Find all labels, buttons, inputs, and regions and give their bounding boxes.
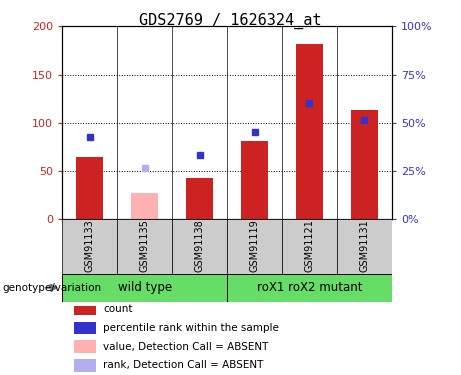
Bar [74,340,95,353]
Text: roX1 roX2 mutant: roX1 roX2 mutant [257,281,362,294]
Text: rank, Detection Call = ABSENT: rank, Detection Call = ABSENT [103,360,264,370]
Text: GDS2769 / 1626324_at: GDS2769 / 1626324_at [139,13,322,29]
Text: count: count [103,304,133,314]
Bar [282,219,337,274]
Bar [62,219,117,274]
Bar [74,359,95,372]
Bar [76,157,103,219]
Text: percentile rank within the sample: percentile rank within the sample [103,323,279,333]
Bar [351,110,378,219]
Bar [296,44,323,219]
Bar [186,178,213,219]
Bar [131,193,159,219]
Text: GSM91131: GSM91131 [360,219,369,272]
Text: GSM91135: GSM91135 [140,219,150,272]
Text: GSM91121: GSM91121 [304,219,314,272]
Text: value, Detection Call = ABSENT: value, Detection Call = ABSENT [103,342,269,351]
Text: GSM91119: GSM91119 [249,219,260,272]
Bar [74,322,95,334]
Text: genotype/variation: genotype/variation [2,283,101,292]
Bar [62,274,227,302]
Bar [117,219,172,274]
Bar [172,219,227,274]
Text: wild type: wild type [118,281,171,294]
Bar [241,141,268,219]
Bar [74,303,95,315]
Bar [227,219,282,274]
Bar [227,274,392,302]
Text: GSM91138: GSM91138 [195,219,205,272]
Text: GSM91133: GSM91133 [85,219,95,272]
Bar [337,219,392,274]
